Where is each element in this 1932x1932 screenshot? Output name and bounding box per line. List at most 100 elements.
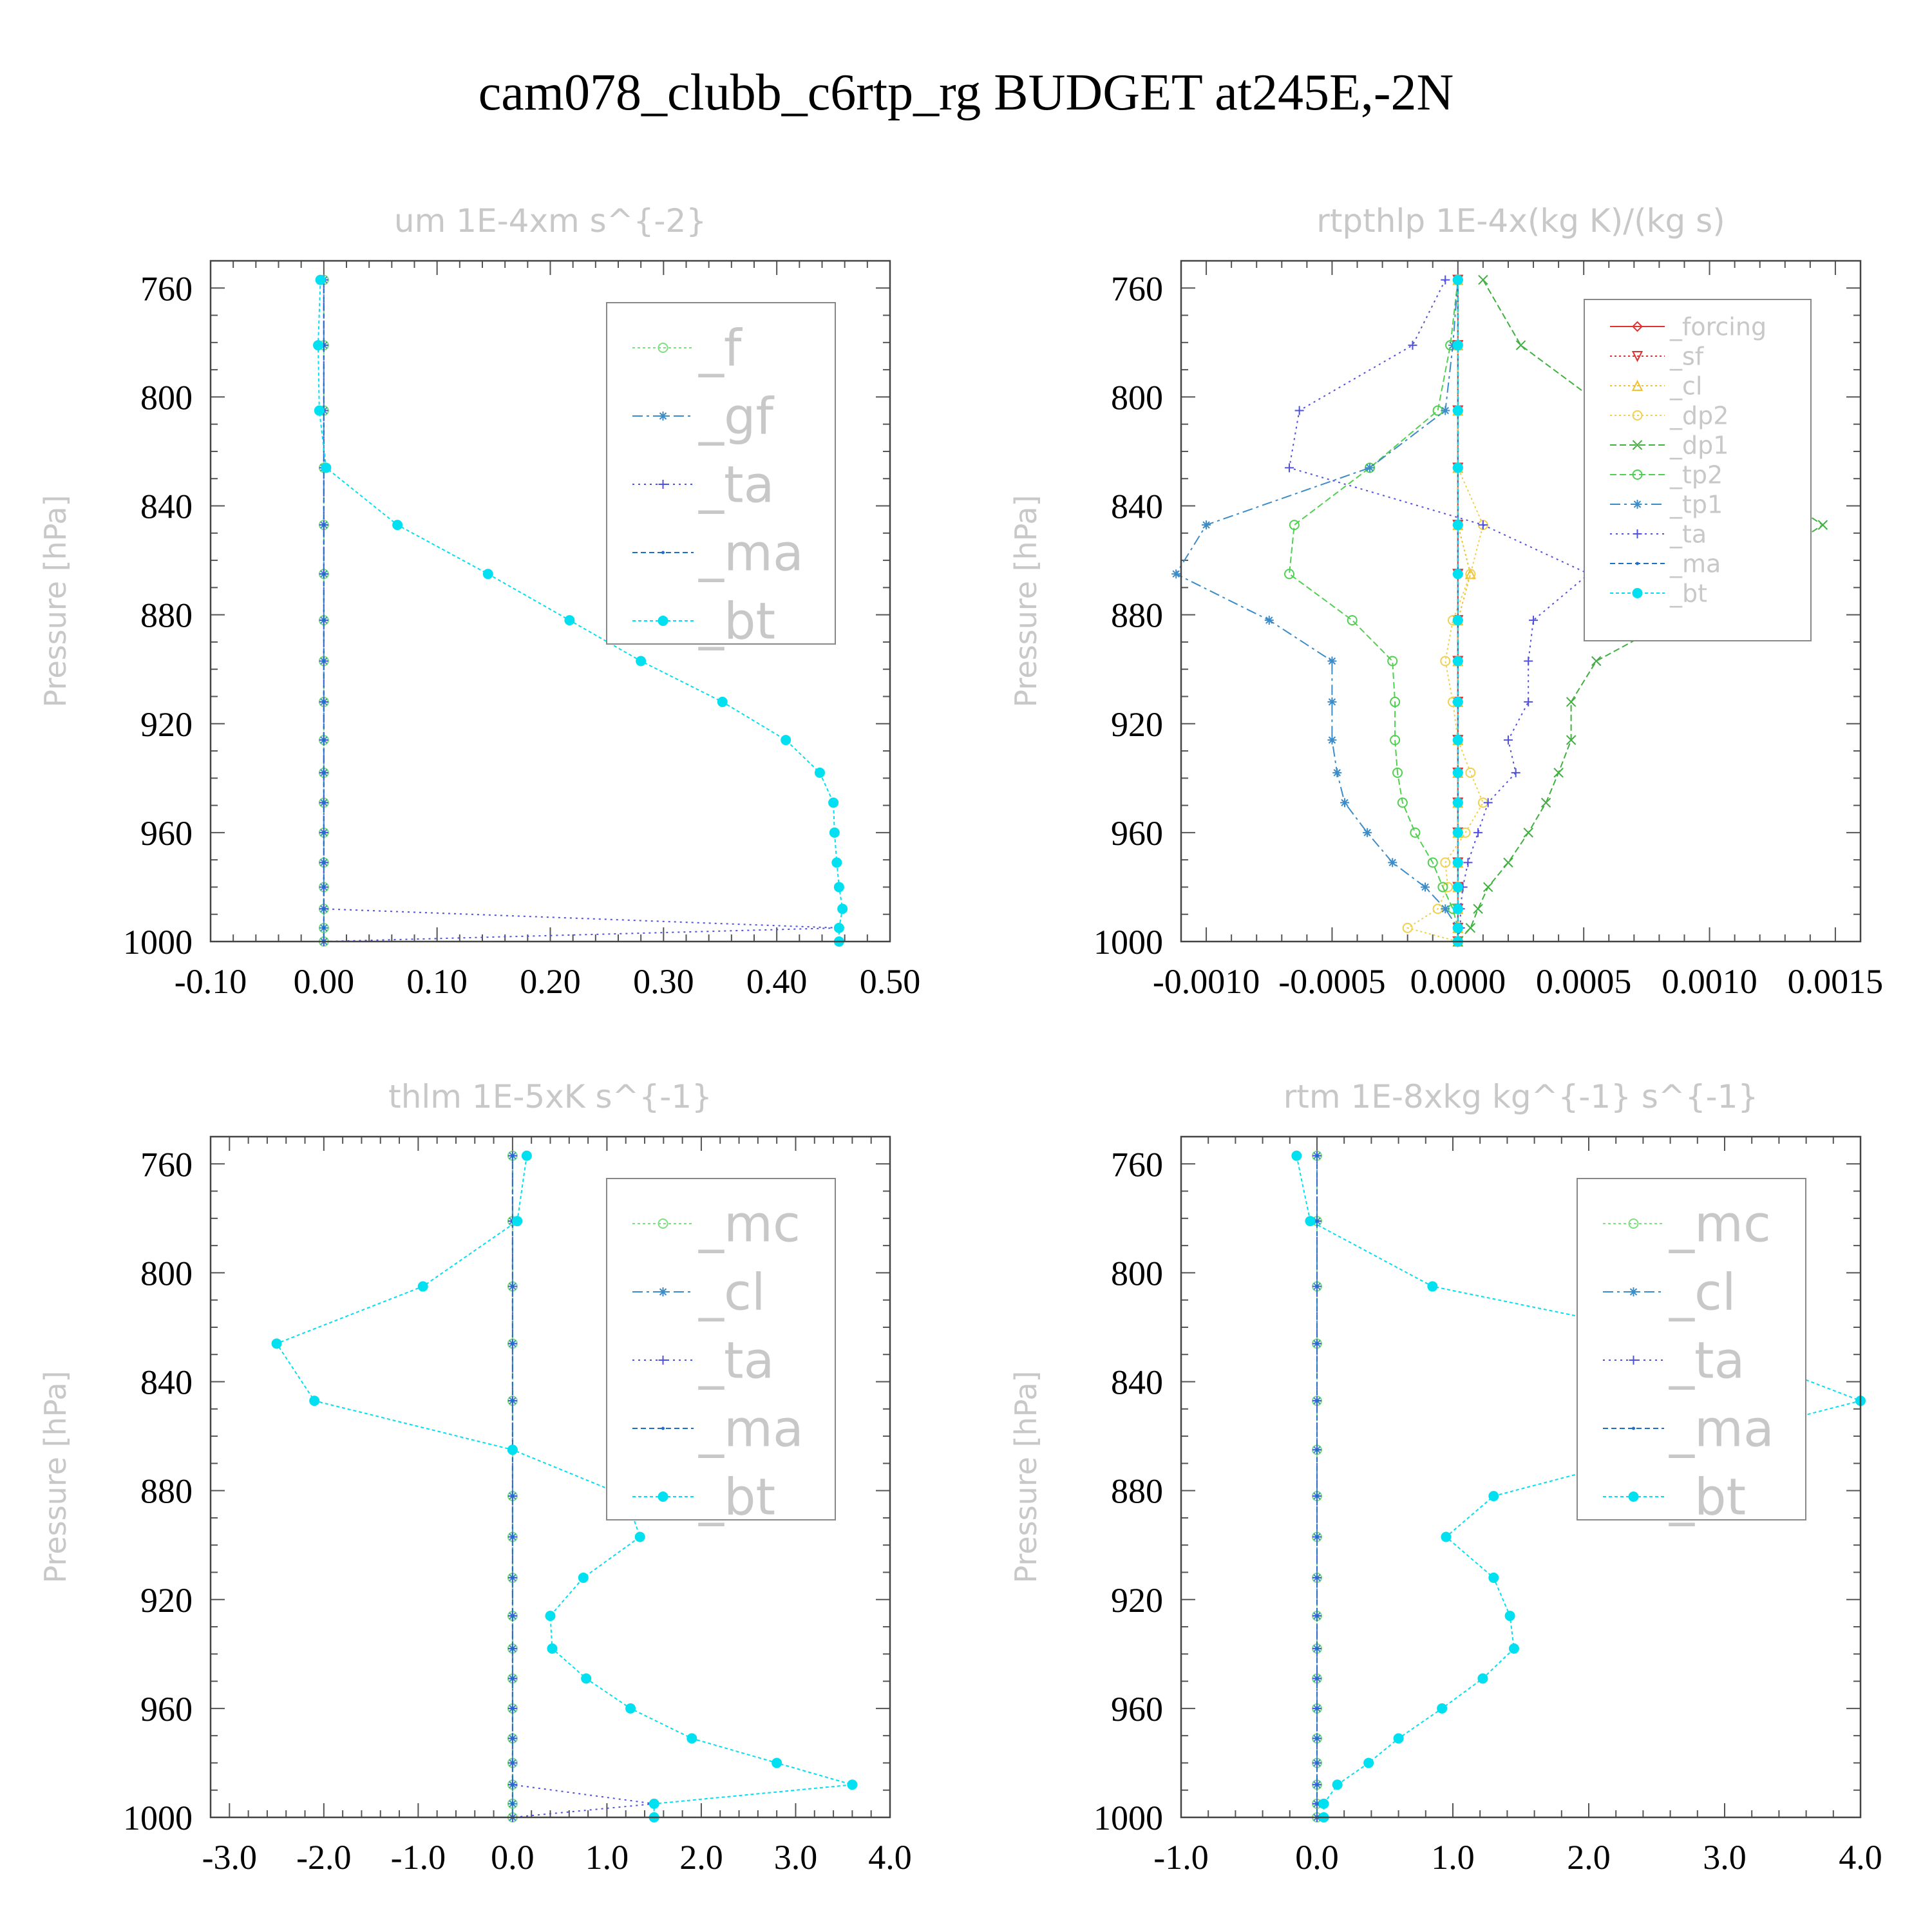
legend-item: _mc — [1603, 1195, 1771, 1253]
data-point — [1327, 697, 1337, 706]
data-point — [511, 1647, 515, 1651]
x-tick-label: 0.0 — [1295, 1838, 1339, 1877]
legend-marker — [1632, 1426, 1635, 1430]
data-point — [781, 735, 791, 746]
data-point — [1553, 768, 1564, 778]
data-point — [1408, 341, 1417, 350]
series-ma — [1315, 1154, 1319, 1819]
x-tick-label: -0.0010 — [1153, 962, 1260, 1001]
y-tick-label: 960 — [140, 814, 193, 853]
data-point — [1478, 520, 1488, 530]
series-bt — [1452, 274, 1463, 947]
legend-marker — [658, 343, 668, 353]
data-point — [1305, 1216, 1316, 1227]
data-point — [1315, 1614, 1319, 1618]
data-point — [772, 1757, 782, 1768]
data-point — [511, 1676, 515, 1680]
data-point — [1315, 1783, 1319, 1786]
data-point — [1327, 656, 1337, 666]
data-point — [1540, 797, 1551, 808]
legend-marker — [658, 1492, 668, 1502]
series-cl — [1452, 274, 1476, 947]
data-point — [511, 1576, 515, 1580]
data-point — [1315, 1576, 1319, 1580]
data-point — [1452, 922, 1463, 933]
data-point — [828, 797, 839, 808]
data-point — [309, 1396, 320, 1406]
data-point — [1488, 1572, 1499, 1583]
legend-label: _sf — [1669, 342, 1705, 370]
legend-box — [606, 302, 836, 645]
series-line — [1406, 279, 1484, 942]
x-tick-label: 2.0 — [1567, 1838, 1611, 1877]
data-point — [1315, 1647, 1319, 1651]
data-point — [315, 274, 326, 285]
data-point — [1388, 858, 1397, 867]
legend-label: _bt — [1669, 1468, 1746, 1526]
legend-marker — [661, 1426, 665, 1430]
legend-item: _dp1 — [1610, 431, 1728, 459]
data-point — [1524, 697, 1533, 706]
legend-label: _forcing — [1669, 312, 1766, 341]
panel-3: thlm 1E-5xK s^{-1} Pressure [hPa] 760 800 84… — [38, 1078, 912, 1877]
data-point — [512, 1216, 523, 1227]
data-point — [511, 1285, 515, 1289]
legend-label: _gf — [698, 388, 775, 446]
legend-marker — [1632, 440, 1643, 450]
x-tick-label: 0.20 — [520, 962, 581, 1001]
data-point — [1452, 904, 1463, 914]
y-tick-label: 880 — [1111, 596, 1163, 635]
legend-item: _cl — [1610, 372, 1702, 400]
data-point — [1441, 406, 1450, 415]
y-tick-label: 800 — [1111, 1254, 1163, 1293]
data-point — [511, 1707, 515, 1710]
figure-title: cam078_clubb_c6rtp_rg BUDGET at245E,-2N — [478, 64, 1454, 121]
legend-marker — [661, 551, 665, 554]
x-tick-label: 0.10 — [406, 962, 468, 1001]
legend-marker — [658, 1287, 668, 1296]
x-tick-label: -3.0 — [202, 1838, 257, 1877]
legend-box — [1577, 1178, 1806, 1520]
legend-item: _ma — [1603, 1400, 1774, 1458]
legend-marker — [1632, 469, 1643, 480]
x-tick-label: 0.50 — [860, 962, 921, 1001]
data-point — [1202, 520, 1211, 530]
data-point — [1340, 798, 1349, 808]
data-point — [837, 904, 848, 914]
data-point — [1315, 1341, 1319, 1345]
series-line — [317, 279, 844, 942]
data-point — [1452, 520, 1463, 531]
data-point — [271, 1338, 282, 1349]
x-tick-label: 4.0 — [868, 1838, 912, 1877]
legend-box — [1584, 299, 1812, 641]
legend-item: _bt — [632, 592, 775, 650]
plot-frame — [1180, 1135, 1862, 1819]
y-tick-label: 760 — [140, 1145, 193, 1184]
legend-item: _sf — [1610, 342, 1705, 370]
y-tick-label: 960 — [1111, 1690, 1163, 1728]
data-point — [1482, 882, 1493, 893]
data-point — [1264, 616, 1274, 625]
legend-marker — [1631, 351, 1643, 363]
y-tick-label: 880 — [1111, 1472, 1163, 1511]
data-point — [1441, 1531, 1452, 1542]
legend-label: _dp1 — [1669, 431, 1728, 459]
y-tick-label: 760 — [1111, 269, 1163, 308]
data-point — [1315, 1802, 1319, 1806]
data-point — [1437, 1703, 1448, 1714]
data-point — [581, 1673, 592, 1684]
series-ta — [1285, 275, 1593, 946]
data-point — [1452, 797, 1463, 808]
x-tick-label: 0.0010 — [1662, 962, 1757, 1001]
y-tick-label: 920 — [140, 705, 193, 744]
data-point — [1402, 922, 1413, 933]
legend-item: _forcing — [1610, 312, 1766, 341]
data-point — [1488, 1491, 1499, 1502]
y-tick-label: 880 — [140, 596, 193, 635]
series-bt — [271, 1150, 858, 1823]
data-point — [1452, 462, 1463, 473]
data-point — [1315, 1285, 1319, 1289]
y-tick-label: 920 — [140, 1581, 193, 1620]
legend-label: _ta — [1669, 520, 1707, 548]
data-point — [521, 1150, 532, 1161]
